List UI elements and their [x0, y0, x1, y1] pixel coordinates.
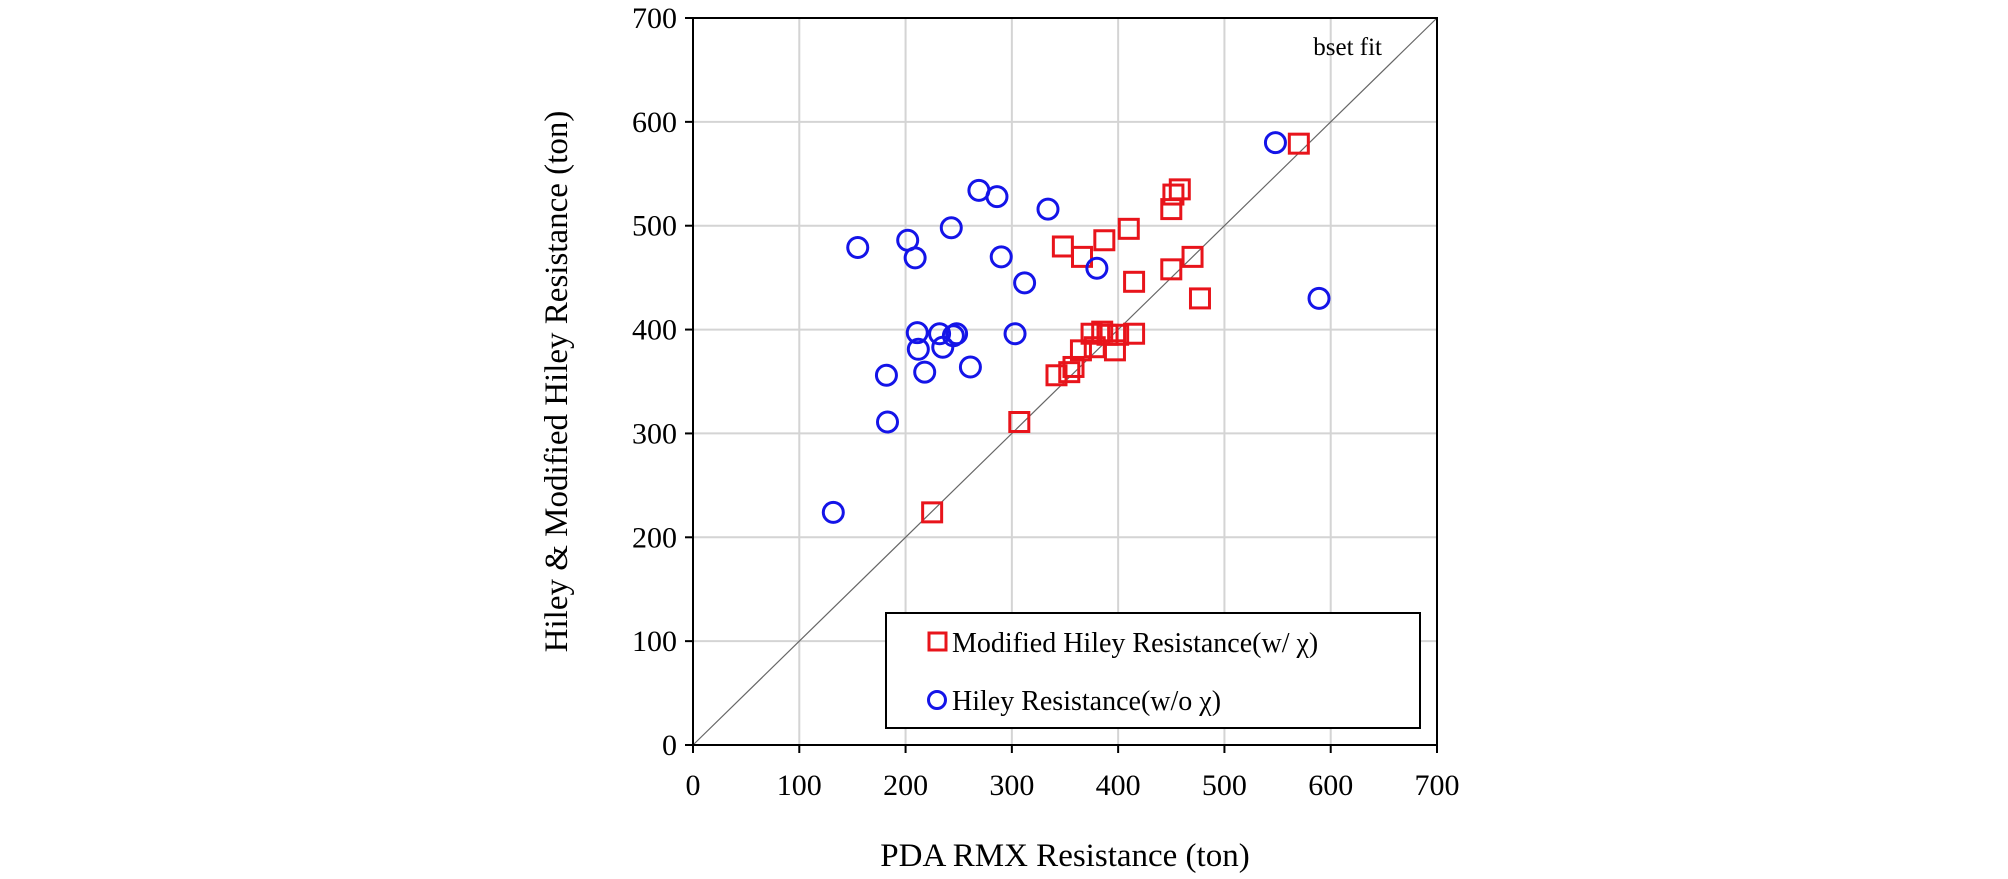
data-point-square: [1062, 355, 1085, 378]
data-point-square: [1107, 323, 1130, 346]
axis-ticks: 0 100 200 300 400 500 600 700 0 100 200 300 400 500 60…: [632, 2, 1460, 802]
x-tick-label: 600: [1308, 769, 1353, 802]
x-tick-label: 500: [1202, 769, 1247, 802]
data-point-circle: [874, 363, 898, 387]
y-tick-label: 100: [632, 625, 677, 658]
legend-entry-hiley: Hiley Resistance(w/o χ): [952, 686, 1221, 717]
x-tick-label: 300: [989, 769, 1034, 802]
data-point-square: [1123, 322, 1146, 345]
data-point-square: [1168, 178, 1191, 201]
data-point-square: [1181, 245, 1204, 268]
data-point-square: [1051, 235, 1074, 258]
data-point-square: [1103, 339, 1126, 362]
data-point-circle: [1003, 322, 1027, 346]
data-point-circle: [1013, 271, 1037, 295]
data-point-square: [1287, 132, 1310, 155]
x-tick-label: 0: [686, 769, 701, 802]
data-point-circle: [906, 337, 930, 361]
data-point-circle: [1307, 286, 1331, 310]
y-tick-label: 200: [632, 521, 677, 554]
data-point-square: [1071, 245, 1094, 268]
data-point-circle: [821, 500, 845, 524]
data-points: [821, 131, 1331, 524]
data-point-square: [1123, 270, 1146, 293]
legend-marker-circle: [927, 690, 947, 710]
plot-frame: [692, 17, 1438, 746]
y-tick-label: 600: [632, 106, 677, 139]
y-tick-label: 400: [632, 314, 677, 347]
y-tick-label: 500: [632, 210, 677, 243]
data-point-circle: [939, 216, 963, 240]
data-point-circle: [989, 245, 1013, 269]
data-point-circle: [905, 321, 929, 345]
data-point-square: [1162, 183, 1185, 206]
x-tick-label: 200: [883, 769, 928, 802]
data-point-circle: [1085, 256, 1109, 280]
legend-entry-modified-hiley: Modified Hiley Resistance(w/ χ): [952, 628, 1318, 659]
legend-box: [885, 612, 1421, 729]
data-point-square: [1093, 229, 1116, 252]
data-point-circle: [903, 246, 927, 270]
data-point-square: [921, 501, 944, 524]
y-tick-label: 300: [632, 417, 677, 450]
data-point-square: [1160, 258, 1183, 281]
data-point-circle: [1036, 197, 1060, 221]
data-point-circle: [958, 355, 982, 379]
x-tick-label: 100: [777, 769, 822, 802]
data-point-circle: [985, 185, 1009, 209]
data-point-circle: [945, 322, 969, 346]
x-tick-label: 700: [1415, 769, 1460, 802]
grid-lines: [693, 18, 1437, 745]
data-point-circle: [928, 322, 952, 346]
y-tick-label: 0: [662, 729, 677, 762]
legend-marker-square: [927, 631, 948, 652]
y-axis-label: Hiley & Modified Hiley Resistance (ton): [539, 111, 575, 653]
x-tick-label: 400: [1096, 769, 1141, 802]
data-point-square: [1117, 217, 1140, 240]
x-axis-label: PDA RMX Resistance (ton): [880, 838, 1249, 874]
best-fit-annotation: bset fit: [1313, 34, 1382, 61]
data-point-square: [1188, 287, 1211, 310]
data-point-square: [1058, 361, 1081, 384]
data-point-circle: [846, 236, 870, 260]
data-point-square: [1091, 320, 1114, 343]
y-tick-label: 700: [632, 2, 677, 35]
data-point-circle: [913, 360, 937, 384]
data-point-square: [1008, 411, 1031, 434]
data-point-circle: [876, 410, 900, 434]
legend: Modified Hiley Resistance(w/ χ) Hiley Re…: [885, 612, 1421, 729]
data-point-circle: [1263, 131, 1287, 155]
